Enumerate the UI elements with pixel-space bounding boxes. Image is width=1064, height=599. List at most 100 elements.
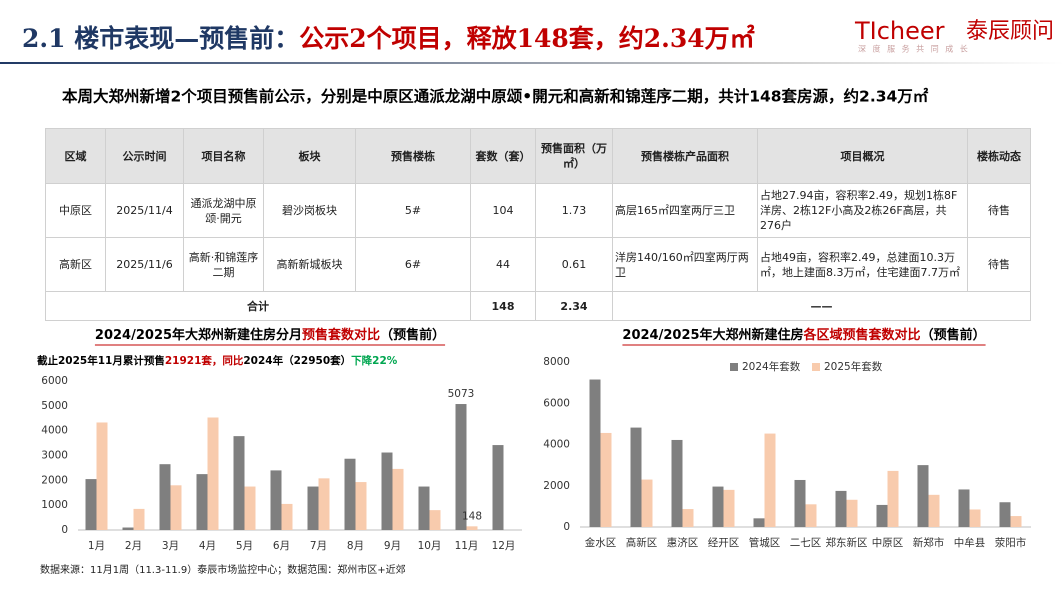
column-header: 公示时间	[105, 128, 184, 184]
total-area: 2.34	[535, 291, 613, 321]
bar	[764, 433, 776, 527]
table-cell: 2025/11/6	[105, 237, 184, 292]
table-cell: 高新新城板块	[263, 237, 356, 292]
table-row: 高新区 2025/11/6 高新·和锦莲序二期 高新新城板块 6# 44 0.61 洋房140…	[45, 237, 1031, 292]
chart-title-part: （预售前）	[921, 327, 986, 343]
y-tick-label: 1000	[41, 499, 68, 511]
x-tick-label: 二七区	[790, 537, 822, 549]
bar	[753, 518, 765, 527]
table-cell: 0.61	[535, 237, 613, 292]
y-tick-label: 5000	[41, 400, 68, 412]
bar	[671, 439, 683, 527]
legend-label: 2025年套数	[824, 360, 883, 373]
x-tick-label: 中牟县	[954, 536, 986, 549]
x-tick-label: 5月	[236, 540, 253, 552]
y-tick-label: 6000	[543, 397, 570, 409]
bar	[85, 479, 97, 530]
x-tick-label: 12月	[492, 540, 516, 552]
x-tick-label: 郑东新区	[826, 536, 868, 549]
table-cell: 5#	[355, 183, 471, 238]
table-cell: 占地27.94亩，容积率2.49，规划1栋8F洋房、2栋12F小高及2栋26F高…	[757, 183, 968, 238]
column-header: 预售楼栋产品面积	[612, 128, 758, 184]
bar	[928, 494, 940, 527]
project-table: 区域 公示时间 项目名称 板块 预售楼栋 套数（套） 预售面积（万㎡） 预售楼栋产品面积 项目概…	[45, 128, 1031, 321]
column-header: 项目名称	[183, 128, 264, 184]
y-tick-label: 3000	[41, 450, 68, 462]
table-cell: 待售	[967, 237, 1031, 292]
data-label: 148	[462, 510, 482, 522]
bar	[429, 510, 441, 530]
table-cell: 待售	[967, 183, 1031, 238]
legend-swatch	[812, 363, 820, 371]
column-header: 楼栋动态	[967, 128, 1031, 184]
logo-name: 泰辰顾问	[966, 19, 1054, 44]
page-title-part: 公示2个项目，释放148套，约2.34万㎡	[299, 24, 754, 53]
summary: 本周大郑州新增2个项目预售前公示，分别是中原区通派龙湖中原颂•開元和高新和锦莲序…	[62, 87, 929, 106]
legend-swatch	[730, 363, 738, 371]
bar	[805, 504, 817, 527]
bar	[96, 422, 108, 530]
bar	[969, 509, 981, 527]
y-tick-label: 4000	[543, 439, 570, 451]
bar	[133, 508, 145, 530]
table-cell: 碧沙岗板块	[263, 183, 356, 238]
x-tick-label: 6月	[273, 540, 290, 552]
x-tick-label: 2月	[125, 540, 142, 552]
bar	[270, 470, 282, 530]
bar	[846, 499, 858, 527]
x-tick-label: 7月	[310, 540, 327, 552]
total-units: 148	[470, 291, 536, 321]
y-tick-label: 2000	[543, 480, 570, 492]
x-tick-label: 管城区	[749, 536, 781, 549]
table-cell: 44	[470, 237, 536, 292]
y-tick-label: 6000	[41, 375, 68, 387]
x-tick-label: 1月	[88, 540, 105, 552]
table-row: 中原区 2025/11/4 通派龙湖中原颂·開元 碧沙岗板块 5# 104 1.73 高层16…	[45, 183, 1031, 238]
chart-annotation-part: 截止2025年11月累计预售	[37, 354, 165, 367]
legend-label: 2024年套数	[742, 360, 801, 373]
column-header: 区域	[45, 128, 106, 184]
y-tick-label: 0	[563, 521, 570, 533]
x-tick-label: 惠济区	[667, 536, 699, 549]
bar	[159, 464, 171, 530]
table-cell: 中原区	[45, 183, 106, 238]
bar	[418, 486, 430, 530]
bar	[170, 485, 182, 530]
column-header: 板块	[263, 128, 356, 184]
chart-annotation: 截止2025年11月累计预售21921套，同比2024年（22950套）下降22…	[37, 354, 398, 367]
bar	[455, 404, 467, 530]
bar	[630, 427, 642, 527]
bar	[381, 452, 393, 530]
logo-brand: TIcheer	[854, 17, 945, 45]
x-tick-label: 荥阳市	[995, 536, 1027, 549]
bar	[600, 432, 612, 527]
logo-slogan: 深 度 服 务 共 同 成 长	[858, 44, 970, 54]
bar	[682, 509, 694, 527]
bar	[723, 489, 735, 527]
chart-annotation-part: 21921套，同比	[165, 354, 244, 367]
table-cell: 1.73	[535, 183, 613, 238]
x-tick-label: 3月	[162, 540, 179, 552]
total-label: 合计	[45, 291, 471, 321]
bar	[1010, 516, 1022, 527]
x-tick-label: 高新区	[626, 536, 658, 549]
chart-title: 2024/2025年大郑州新建住房分月预售套数对比（预售前）	[95, 327, 445, 343]
data-label: 5073	[448, 388, 475, 400]
table-cell: 2025/11/4	[105, 183, 184, 238]
bar	[344, 458, 356, 530]
footer: 数据来源：11月1周（11.3-11.9）泰辰市场监控中心；数据范围：郑州市区+…	[40, 563, 406, 576]
y-tick-label: 8000	[543, 356, 570, 368]
bar	[492, 445, 504, 530]
x-tick-label: 经开区	[708, 536, 740, 549]
table-row: 合计 148 2.34 ——	[45, 291, 1031, 321]
table-row: 区域 公示时间 项目名称 板块 预售楼栋 套数（套） 预售面积（万㎡） 预售楼栋产品面积 项目概…	[45, 128, 1031, 184]
bar	[122, 527, 134, 530]
y-tick-label: 0	[61, 524, 68, 536]
bar	[196, 474, 208, 530]
table-cell: 占地49亩，容积率2.49，总建面10.3万㎡，地上建面8.3万㎡，住宅建面7.…	[757, 237, 968, 292]
bar	[958, 489, 970, 527]
bar	[876, 504, 888, 527]
bar	[917, 465, 929, 527]
total-note: ——	[612, 291, 1031, 321]
